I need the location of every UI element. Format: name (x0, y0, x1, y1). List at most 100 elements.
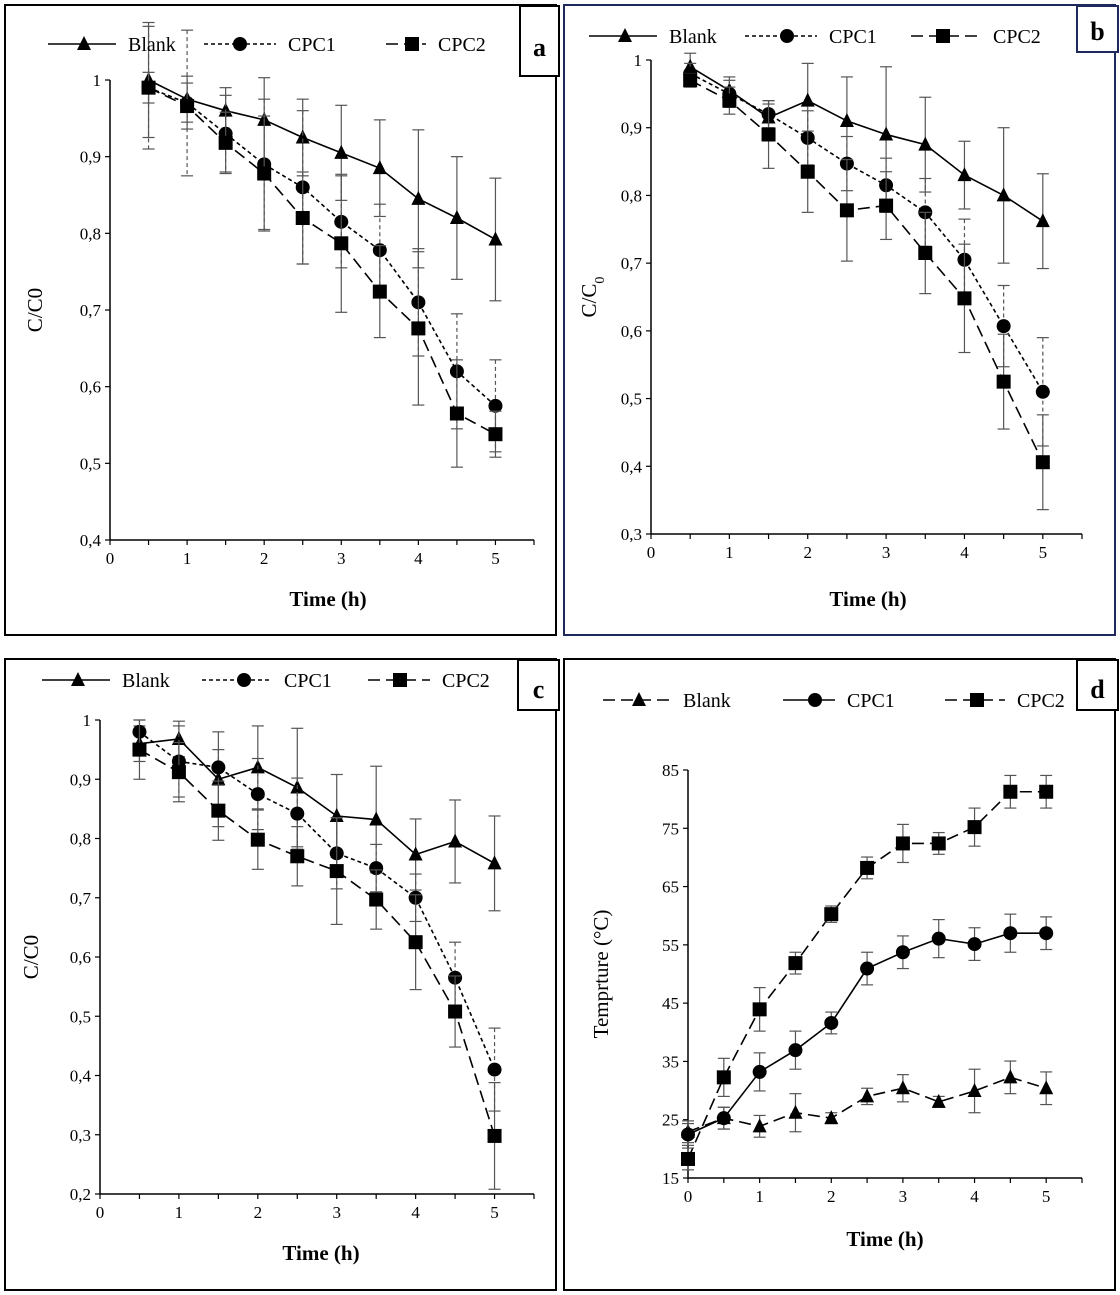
data-point-blank (171, 730, 186, 745)
x-tick-label-c: 0 (96, 1203, 105, 1222)
series-cpc2-c (132, 719, 502, 1190)
y-axis-label-subscript-b: 0 (593, 277, 608, 284)
panel-letter-d: d (1090, 675, 1105, 704)
y-tick-label-d: 65 (662, 878, 679, 897)
y-tick-label-a: 0,7 (80, 301, 102, 320)
x-tick-label-c: 5 (490, 1203, 499, 1222)
x-tick-label-b: 2 (803, 543, 812, 562)
y-tick-label-a: 0,8 (80, 224, 101, 243)
chart-b: 0,3 0,4 0,5 0,6 0,7 0,8 0,9 1 0 1 2 3 4 5 Time (h) C/C0… (577, 5, 1119, 611)
legend-marker-blank (632, 692, 646, 706)
x-tick-label-a: 5 (491, 549, 500, 568)
data-point-cpc2 (250, 832, 265, 847)
series-cpc2-d (681, 774, 1054, 1171)
data-point-blank (369, 811, 384, 826)
legend-b: Blank CPC1 CPC2 (589, 26, 1041, 48)
y-axis-label-d: Temprture (°C) (589, 910, 613, 1039)
legend-marker-cpc1 (237, 673, 251, 687)
series-cpc2-a (141, 71, 503, 468)
data-point-cpc1 (250, 787, 265, 802)
data-point-blank (1039, 1080, 1054, 1095)
legend-label-cpc2: CPC2 (1017, 690, 1065, 712)
series-cpc1-c (132, 719, 502, 1112)
y-axis-label-a: C/C0 (23, 288, 47, 332)
data-point-cpc1 (1035, 384, 1050, 399)
x-tick-label-b: 0 (647, 543, 656, 562)
data-point-blank (1035, 213, 1050, 228)
chart-c: 0,2 0,3 0,4 0,5 0,6 0,7 0,8 0,9 1 0 1 2 3 4 5 Time (h) C… (19, 659, 560, 1265)
x-axis-label-b: Time (h) (829, 587, 906, 611)
x-tick-label-d: 0 (684, 1187, 693, 1206)
data-point-blank (448, 833, 463, 848)
data-point-cpc2 (290, 849, 305, 864)
legend-a: Blank CPC1 CPC2 (48, 34, 486, 56)
data-point-cpc1 (487, 1062, 502, 1077)
x-axis-label-d: Time (h) (846, 1227, 923, 1251)
legend-marker-blank (618, 28, 632, 42)
data-point-cpc1 (1003, 926, 1018, 941)
y-tick-label-b: 0,3 (621, 525, 642, 544)
data-point-cpc2 (800, 164, 815, 179)
series-cpc1-b (683, 62, 1050, 447)
y-axis-label-c: C/C0 (19, 935, 43, 979)
y-tick-label-c: 0,9 (70, 770, 91, 789)
data-point-cpc2 (449, 406, 464, 421)
x-tick-label-a: 3 (337, 549, 346, 568)
data-point-cpc2 (369, 892, 384, 907)
data-point-blank (788, 1104, 803, 1119)
legend-d: Blank CPC1 CPC2 (603, 690, 1065, 712)
data-point-cpc2 (957, 291, 972, 306)
data-point-cpc2 (132, 742, 147, 757)
data-point-cpc1 (752, 1064, 767, 1079)
series-line-cpc1 (148, 86, 496, 407)
legend-marker-cpc2 (405, 37, 419, 51)
data-point-cpc2 (996, 374, 1011, 389)
y-tick-label-a: 0,5 (80, 454, 101, 473)
axes-a: 0,4 0,5 0,6 0,7 0,8 0,9 1 0 1 2 3 4 5 (80, 71, 535, 568)
legend-label-cpc2: CPC2 (993, 26, 1041, 48)
panel-letter-c: c (533, 675, 545, 704)
series-blank-a (141, 21, 503, 302)
x-tick-label-a: 2 (260, 549, 269, 568)
data-point-blank (329, 807, 344, 822)
x-axis-label-c: Time (h) (282, 1241, 359, 1265)
y-tick-label-c: 0,4 (70, 1067, 92, 1086)
data-point-cpc2 (879, 198, 894, 213)
panel-d: 15 25 35 45 55 65 75 85 0 1 2 3 4 5 Time (h) Temprture … (563, 658, 1119, 1291)
data-point-cpc2 (967, 820, 982, 835)
legend-label-blank: Blank (122, 670, 170, 692)
x-tick-label-d: 4 (970, 1187, 979, 1206)
x-tick-label-d: 1 (755, 1187, 764, 1206)
series-line-cpc2 (139, 748, 496, 1137)
y-tick-label-d: 45 (662, 994, 679, 1013)
data-point-cpc1 (1039, 926, 1054, 941)
panel-a: 0,4 0,5 0,6 0,7 0,8 0,9 1 0 1 2 3 4 5 Time (h) C/C0 Bla… (4, 4, 560, 636)
legend-marker-cpc2 (936, 29, 950, 43)
series-blank-b (683, 52, 1050, 270)
y-tick-label-b: 0,4 (621, 457, 643, 476)
x-axis-label-a: Time (h) (289, 587, 366, 611)
data-point-cpc2 (839, 203, 854, 218)
y-tick-label-a: 0,4 (80, 531, 102, 550)
data-point-blank (295, 129, 310, 144)
axes-c: 0,2 0,3 0,4 0,5 0,6 0,7 0,8 0,9 1 0 1 2 3 4 5 (70, 711, 535, 1222)
data-point-cpc2 (895, 836, 910, 851)
panel-c: 0,2 0,3 0,4 0,5 0,6 0,7 0,8 0,9 1 0 1 2 3 4 5 Time (h) C… (4, 658, 560, 1291)
data-point-cpc2 (1003, 784, 1018, 799)
data-point-cpc1 (931, 931, 946, 946)
y-tick-label-a: 0,6 (80, 378, 101, 397)
data-point-blank (957, 167, 972, 182)
x-tick-label-c: 2 (254, 1203, 263, 1222)
data-point-blank (967, 1082, 982, 1097)
data-point-blank (372, 160, 387, 175)
series-line-cpc1 (689, 72, 1044, 393)
data-point-cpc2 (141, 80, 156, 95)
x-tick-label-c: 3 (332, 1203, 341, 1222)
series-line-blank (689, 66, 1044, 222)
axes-b: 0,3 0,4 0,5 0,6 0,7 0,8 0,9 1 0 1 2 3 4 5 (621, 51, 1083, 562)
data-point-cpc2 (211, 803, 226, 818)
series-line-cpc2 (148, 86, 496, 435)
data-point-cpc2 (1035, 455, 1050, 470)
data-point-cpc1 (211, 760, 226, 775)
